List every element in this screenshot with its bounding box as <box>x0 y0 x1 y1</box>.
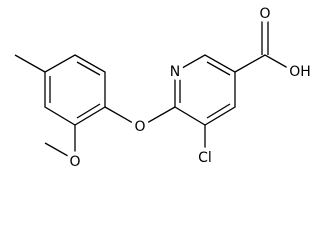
carboxyl-bond <box>234 18 296 73</box>
methoxy-bond <box>44 125 76 162</box>
pyridine-ring <box>174 54 236 126</box>
methyl-bond <box>14 54 46 73</box>
structure-diagram: N O Cl O OH O <box>14 2 314 174</box>
bonds <box>14 18 296 162</box>
atom-label: Cl <box>198 150 212 166</box>
ether-bond <box>104 106 176 128</box>
atom-label: O <box>259 6 270 22</box>
atom-label: O <box>69 154 80 170</box>
page: {"atoms": [{"label": "N"}, {"label": "O"… <box>14 2 314 174</box>
double-bond <box>49 61 101 119</box>
atom-labels: N O Cl O OH O <box>65 2 314 174</box>
atom-label: OH <box>289 64 311 80</box>
atom-label: N <box>170 64 180 80</box>
double-bond <box>179 61 231 119</box>
phenyl-ring <box>44 54 106 126</box>
atom-label: O <box>134 119 145 135</box>
